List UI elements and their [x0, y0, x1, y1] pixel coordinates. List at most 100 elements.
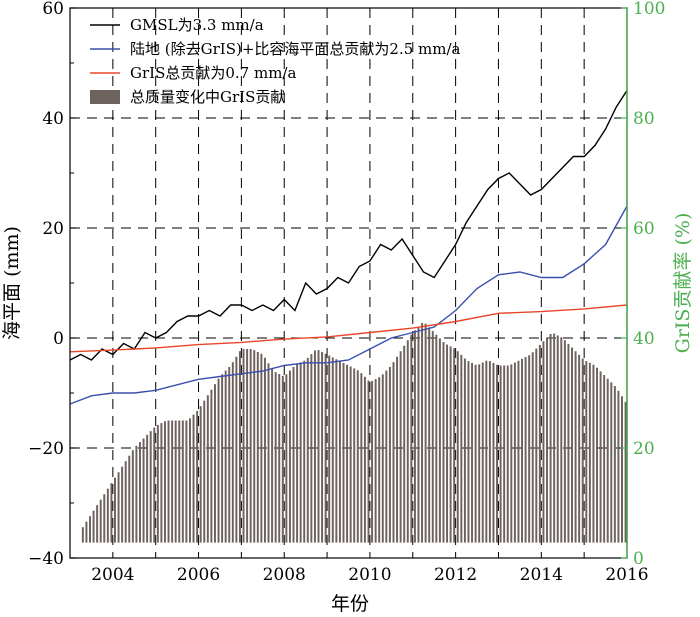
bar [299, 362, 302, 543]
bar [596, 367, 598, 543]
x-tick-label: 2016 [605, 565, 648, 585]
bar [567, 343, 570, 543]
y-tick-label: 60 [42, 0, 64, 19]
bar [406, 340, 409, 543]
bar [503, 365, 506, 543]
bar [317, 350, 320, 543]
bar [421, 322, 424, 543]
bar [174, 420, 177, 543]
legend: GMSL为3.3 mm/a 陆地 (除去GrIS)+比容海平面总贡献为2.5 mm… [90, 16, 461, 106]
gris-line [69, 304, 628, 353]
bar [128, 455, 131, 543]
bar [163, 421, 166, 543]
bar [192, 414, 195, 543]
bar [267, 363, 270, 543]
bar [335, 359, 338, 543]
x-tick-label: 2008 [263, 565, 306, 585]
bar [110, 483, 113, 543]
bar [224, 370, 227, 543]
bar [538, 344, 541, 543]
bar [96, 505, 99, 543]
bar [513, 362, 516, 543]
bar [617, 390, 620, 543]
bar [153, 427, 156, 543]
bar [417, 326, 420, 543]
bar [471, 362, 474, 543]
bar [92, 510, 95, 543]
bar [146, 434, 149, 543]
x-tick-label: 2014 [520, 565, 563, 585]
bar [367, 380, 370, 543]
bar [124, 461, 127, 543]
bars-gris-contribution [81, 322, 627, 543]
x-tick-label: 2004 [91, 565, 134, 585]
bar [206, 395, 209, 543]
bar [488, 361, 491, 543]
bar [85, 521, 88, 543]
bar [521, 358, 524, 543]
bar [238, 351, 241, 543]
bar [235, 356, 238, 543]
bar [139, 442, 141, 543]
bar [435, 334, 438, 543]
axis-ticks: 2004 2006 2008 2010 2012 2014 2016 −40 −20 0 20 40 6… [28, 0, 665, 585]
bar [510, 364, 513, 543]
bar [288, 370, 291, 543]
bar [253, 350, 256, 543]
bar [535, 348, 538, 543]
bar [181, 420, 184, 543]
bar [203, 400, 206, 543]
bar [449, 346, 452, 543]
y2-axis-title: GrIS贡献率 (%) [672, 213, 694, 354]
bar [106, 488, 109, 543]
y-tick-label: 0 [53, 329, 64, 349]
bar [303, 360, 306, 543]
y2-tick-label: 80 [633, 109, 655, 129]
bar [474, 364, 477, 543]
bar [542, 341, 545, 543]
bar [310, 354, 313, 543]
bar [278, 373, 281, 543]
bar [492, 362, 495, 543]
bar [331, 357, 334, 543]
x-tick-label: 2012 [434, 565, 477, 585]
bar [349, 366, 352, 543]
bar [363, 376, 366, 543]
bar [560, 337, 563, 543]
bar [353, 368, 356, 543]
x-axis-title: 年份 [331, 593, 369, 615]
bar [613, 386, 616, 543]
bar [321, 351, 324, 543]
y-tick-label: 40 [42, 109, 64, 129]
bar [338, 361, 341, 543]
bar [378, 377, 381, 543]
bar [121, 466, 124, 543]
bar [606, 378, 609, 543]
bar [142, 438, 145, 543]
bar [413, 330, 416, 543]
bar [324, 353, 327, 543]
bar [446, 344, 449, 543]
bar [256, 351, 259, 543]
bar [313, 350, 316, 543]
bar [246, 349, 249, 543]
bar [356, 370, 359, 543]
bar [228, 366, 231, 543]
bar [485, 360, 488, 543]
bar [281, 375, 284, 543]
legend-label: 总质量变化中GrIS贡献 [130, 88, 285, 106]
bar [149, 431, 152, 543]
bar [571, 347, 573, 543]
bar [610, 382, 613, 543]
bar [621, 396, 623, 543]
y2-tick-label: 100 [633, 0, 665, 19]
x-tick-label: 2006 [177, 565, 220, 585]
bar [346, 364, 349, 543]
bar [467, 361, 470, 543]
bar [156, 424, 159, 543]
grid-lines [70, 8, 627, 558]
bar [263, 357, 266, 543]
bar [231, 362, 234, 543]
bar [585, 361, 588, 543]
